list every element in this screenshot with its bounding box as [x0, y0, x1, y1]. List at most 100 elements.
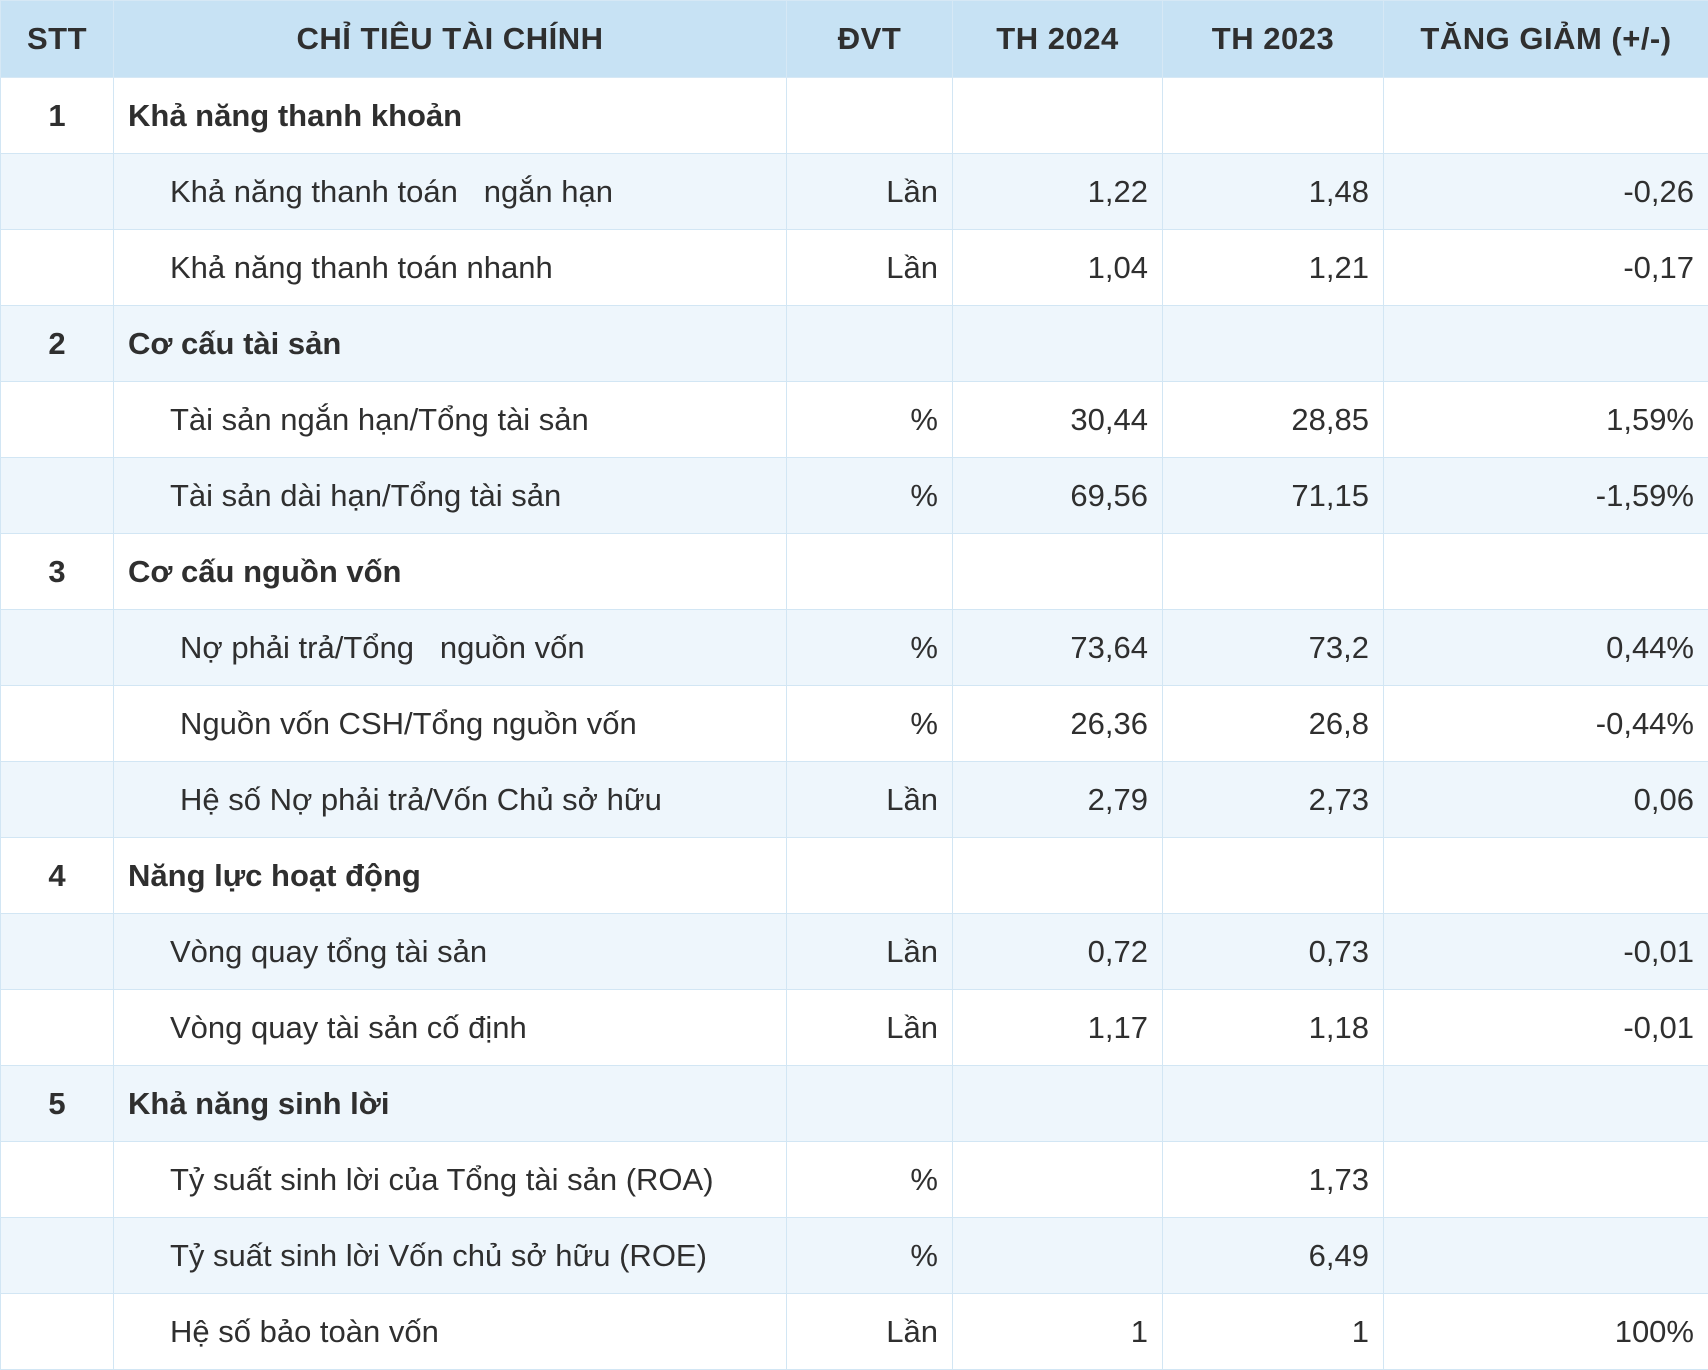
- cell-stt: 5: [1, 1066, 114, 1142]
- header-th2024: TH 2024: [953, 1, 1163, 78]
- table-row: Tỷ suất sinh lời Vốn chủ sở hữu (ROE) % …: [1, 1218, 1708, 1294]
- cell-change: -0,44%: [1384, 686, 1708, 762]
- cell-unit: [787, 78, 953, 154]
- cell-unit: %: [787, 1142, 953, 1218]
- cell-change: -0,01: [1384, 914, 1708, 990]
- cell-th2023: [1163, 1066, 1384, 1142]
- table-row: Tài sản dài hạn/Tổng tài sản % 69,56 71,…: [1, 458, 1708, 534]
- cell-th2023: [1163, 306, 1384, 382]
- cell-stt: [1, 382, 114, 458]
- cell-indicator: Khả năng thanh khoản: [114, 78, 787, 154]
- cell-indicator: Nguồn vốn CSH/Tổng nguồn vốn: [114, 686, 787, 762]
- cell-stt: [1, 1294, 114, 1370]
- table-row: Nguồn vốn CSH/Tổng nguồn vốn % 26,36 26,…: [1, 686, 1708, 762]
- cell-indicator: Cơ cấu nguồn vốn: [114, 534, 787, 610]
- cell-th2023: 0,73: [1163, 914, 1384, 990]
- cell-change: -1,59%: [1384, 458, 1708, 534]
- cell-th2024: 0,72: [953, 914, 1163, 990]
- cell-unit: %: [787, 458, 953, 534]
- cell-th2023: 1,21: [1163, 230, 1384, 306]
- cell-stt: [1, 686, 114, 762]
- cell-change: [1384, 838, 1708, 914]
- cell-indicator: Tài sản dài hạn/Tổng tài sản: [114, 458, 787, 534]
- cell-stt: 3: [1, 534, 114, 610]
- cell-unit: %: [787, 382, 953, 458]
- cell-stt: 2: [1, 306, 114, 382]
- table-header: STT CHỈ TIÊU TÀI CHÍNH ĐVT TH 2024 TH 20…: [1, 1, 1708, 78]
- cell-unit: Lần: [787, 230, 953, 306]
- cell-change: 0,06: [1384, 762, 1708, 838]
- cell-indicator: Năng lực hoạt động: [114, 838, 787, 914]
- cell-unit: Lần: [787, 1294, 953, 1370]
- cell-th2024: [953, 1066, 1163, 1142]
- cell-th2024: 73,64: [953, 610, 1163, 686]
- cell-th2024: 1,22: [953, 154, 1163, 230]
- cell-unit: [787, 838, 953, 914]
- cell-unit: Lần: [787, 762, 953, 838]
- cell-change: 1,59%: [1384, 382, 1708, 458]
- cell-th2024: [953, 78, 1163, 154]
- table-row: Vòng quay tài sản cố định Lần 1,17 1,18 …: [1, 990, 1708, 1066]
- table-row: Hệ số bảo toàn vốn Lần 1 1 100%: [1, 1294, 1708, 1370]
- header-row: STT CHỈ TIÊU TÀI CHÍNH ĐVT TH 2024 TH 20…: [1, 1, 1708, 78]
- cell-change: [1384, 306, 1708, 382]
- cell-unit: Lần: [787, 914, 953, 990]
- table-row-group: 5 Khả năng sinh lời: [1, 1066, 1708, 1142]
- cell-th2023: 71,15: [1163, 458, 1384, 534]
- cell-th2023: [1163, 534, 1384, 610]
- cell-indicator: Khả năng thanh toán ngắn hạn: [114, 154, 787, 230]
- cell-change: -0,17: [1384, 230, 1708, 306]
- cell-indicator: Khả năng thanh toán nhanh: [114, 230, 787, 306]
- cell-stt: [1, 610, 114, 686]
- table-row: Nợ phải trả/Tổng nguồn vốn % 73,64 73,2 …: [1, 610, 1708, 686]
- cell-unit: Lần: [787, 154, 953, 230]
- cell-indicator: Cơ cấu tài sản: [114, 306, 787, 382]
- cell-th2023: 1,18: [1163, 990, 1384, 1066]
- cell-th2023: 6,49: [1163, 1218, 1384, 1294]
- cell-unit: %: [787, 686, 953, 762]
- cell-stt: [1, 154, 114, 230]
- cell-unit: %: [787, 610, 953, 686]
- cell-indicator: Vòng quay tổng tài sản: [114, 914, 787, 990]
- cell-th2024: [953, 1218, 1163, 1294]
- cell-th2024: [953, 1142, 1163, 1218]
- cell-change: -0,01: [1384, 990, 1708, 1066]
- cell-th2023: 28,85: [1163, 382, 1384, 458]
- cell-th2024: [953, 838, 1163, 914]
- header-unit: ĐVT: [787, 1, 953, 78]
- cell-stt: [1, 990, 114, 1066]
- cell-th2024: 1,17: [953, 990, 1163, 1066]
- table-row-group: 3 Cơ cấu nguồn vốn: [1, 534, 1708, 610]
- cell-th2023: 2,73: [1163, 762, 1384, 838]
- cell-th2024: 1,04: [953, 230, 1163, 306]
- cell-indicator: Nợ phải trả/Tổng nguồn vốn: [114, 610, 787, 686]
- table-row-group: 2 Cơ cấu tài sản: [1, 306, 1708, 382]
- cell-change: [1384, 1218, 1708, 1294]
- cell-th2024: 26,36: [953, 686, 1163, 762]
- cell-stt: [1, 230, 114, 306]
- cell-stt: [1, 458, 114, 534]
- cell-indicator: Hệ số bảo toàn vốn: [114, 1294, 787, 1370]
- cell-indicator: Tỷ suất sinh lời Vốn chủ sở hữu (ROE): [114, 1218, 787, 1294]
- cell-stt: [1, 914, 114, 990]
- cell-unit: %: [787, 1218, 953, 1294]
- header-th2023: TH 2023: [1163, 1, 1384, 78]
- cell-indicator: Tỷ suất sinh lời của Tổng tài sản (ROA): [114, 1142, 787, 1218]
- cell-change: [1384, 534, 1708, 610]
- cell-indicator: Khả năng sinh lời: [114, 1066, 787, 1142]
- cell-unit: [787, 1066, 953, 1142]
- cell-th2023: 1,73: [1163, 1142, 1384, 1218]
- cell-unit: Lần: [787, 990, 953, 1066]
- table-row: Tỷ suất sinh lời của Tổng tài sản (ROA) …: [1, 1142, 1708, 1218]
- cell-change: [1384, 78, 1708, 154]
- cell-unit: [787, 306, 953, 382]
- cell-indicator: Hệ số Nợ phải trả/Vốn Chủ sở hữu: [114, 762, 787, 838]
- cell-stt: [1, 1142, 114, 1218]
- table-row-group: 1 Khả năng thanh khoản: [1, 78, 1708, 154]
- cell-change: 100%: [1384, 1294, 1708, 1370]
- cell-indicator: Vòng quay tài sản cố định: [114, 990, 787, 1066]
- header-stt: STT: [1, 1, 114, 78]
- table-row: Khả năng thanh toán ngắn hạn Lần 1,22 1,…: [1, 154, 1708, 230]
- cell-th2024: 30,44: [953, 382, 1163, 458]
